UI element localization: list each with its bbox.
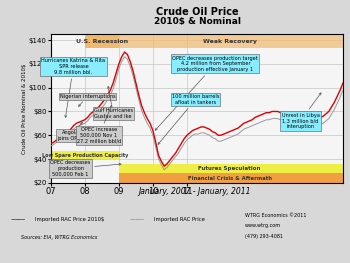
Text: Imported RAC Price: Imported RAC Price: [154, 218, 205, 222]
Text: January, 2007 - January, 2011: January, 2007 - January, 2011: [138, 188, 251, 196]
Text: OPEC decreases
production
500,000 Feb 1: OPEC decreases production 500,000 Feb 1: [50, 160, 121, 177]
Text: (479) 293-4081: (479) 293-4081: [245, 234, 283, 239]
Text: Imported RAC Price 2010$: Imported RAC Price 2010$: [35, 218, 104, 222]
Text: Sources: EIA, WTRG Economics: Sources: EIA, WTRG Economics: [21, 235, 97, 240]
Bar: [119, 173, 343, 183]
Text: Angola
joins OPEC: Angola joins OPEC: [57, 122, 84, 141]
Text: Financial Crisis & Aftermath: Financial Crisis & Aftermath: [188, 175, 272, 180]
Text: U.S. Recession: U.S. Recession: [76, 39, 128, 44]
Bar: [51, 151, 119, 159]
Text: OPEC decreases production target
4.2 million from September
production effective: OPEC decreases production target 4.2 mil…: [155, 55, 258, 130]
Text: Futures Speculation: Futures Speculation: [198, 166, 261, 171]
Bar: [85, 34, 119, 48]
Text: www.wtrg.com: www.wtrg.com: [245, 224, 281, 229]
Text: WTRG Economics ©2011: WTRG Economics ©2011: [245, 213, 307, 218]
Text: Unrest in Libya
1.3 million b/d
interuption: Unrest in Libya 1.3 million b/d interupt…: [281, 93, 321, 129]
Text: Weak Recovery: Weak Recovery: [203, 39, 257, 44]
Text: Crude Oil Price: Crude Oil Price: [156, 7, 239, 17]
Text: 100 million barrels
afloat in tankers: 100 million barrels afloat in tankers: [158, 94, 219, 144]
Text: Gulf Hurricanes
Gustav and Ike: Gulf Hurricanes Gustav and Ike: [94, 87, 133, 119]
Text: OPEC increase
500,000 Nov 1
27.2 million bbl/d: OPEC increase 500,000 Nov 1 27.2 million…: [77, 105, 121, 144]
Text: 2010$ & Nominal: 2010$ & Nominal: [154, 17, 241, 26]
Y-axis label: Crude Oil Price Nominal & 2010$: Crude Oil Price Nominal & 2010$: [22, 63, 27, 154]
Text: Nigerian interruptions: Nigerian interruptions: [60, 94, 116, 107]
Text: Low Spare Production Capacity: Low Spare Production Capacity: [42, 153, 128, 158]
Bar: [119, 164, 343, 173]
Bar: [119, 34, 343, 48]
Text: ——: ——: [10, 215, 26, 224]
Text: Hurricanes Katrina & Rita
SPR release
9.8 million bbl.: Hurricanes Katrina & Rita SPR release 9.…: [41, 58, 105, 118]
Text: ——: ——: [130, 215, 145, 224]
